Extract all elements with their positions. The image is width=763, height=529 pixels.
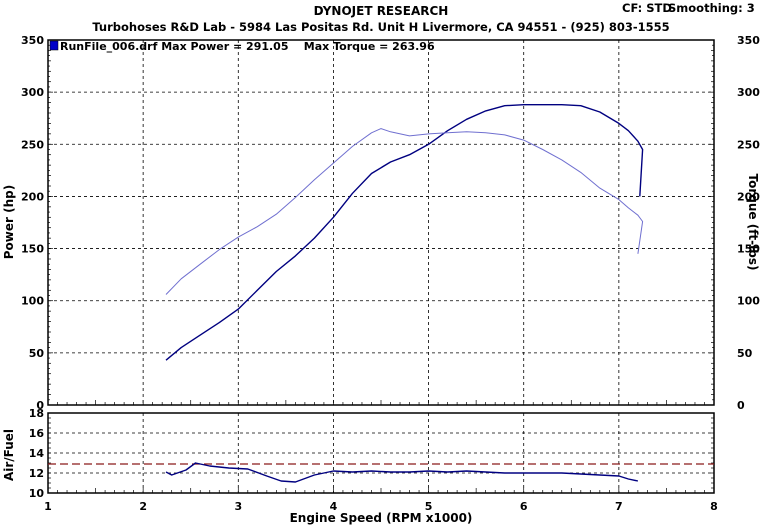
y-tick-label: 200 (21, 190, 44, 203)
y2-tick-label: 250 (737, 138, 760, 151)
y-axis-title-torque: Torque (ft-lbs) (746, 174, 760, 271)
y-axis-title-power: Power (hp) (2, 185, 16, 259)
x-tick-label: 4 (330, 500, 338, 513)
afr-tick-label: 14 (29, 447, 45, 460)
chart-subtitle: Turbohoses R&D Lab - 5984 Las Positas Rd… (92, 20, 669, 34)
y-tick-label: 100 (21, 295, 44, 308)
y-tick-label: 300 (21, 86, 44, 99)
cf-label: CF: STD (622, 1, 672, 15)
afr-line (165, 462, 639, 483)
afr-tick-label: 12 (29, 467, 44, 480)
y2-tick-label: 100 (737, 295, 760, 308)
afr-tick-label: 10 (29, 487, 45, 500)
x-tick-label: 1 (44, 500, 52, 513)
power-line (165, 103, 644, 361)
tick-labels: 1 2 3 4 5 6 7 805010015020025030035005010015020… (21, 34, 760, 513)
series-lines (48, 103, 714, 483)
y2-tick-label: 350 (737, 34, 760, 47)
x-tick-label: 2 (139, 500, 147, 513)
legend-text: RunFile_006.drf Max Power = 291.05 Max T… (60, 40, 435, 53)
afr-tick-label: 18 (29, 407, 44, 420)
y-axis-title-afr: Air/Fuel (2, 429, 16, 481)
y2-tick-label: 50 (737, 347, 753, 360)
y-tick-label: 350 (21, 34, 44, 47)
x-tick-label: 8 (710, 500, 718, 513)
x-tick-label: 5 (425, 500, 433, 513)
y-tick-label: 150 (21, 243, 44, 256)
y2-tick-label: 0 (737, 399, 745, 412)
grid-lines (48, 40, 714, 493)
x-tick-label: 7 (615, 500, 623, 513)
y2-tick-label: 150 (737, 243, 760, 256)
minor-ticks (47, 39, 715, 494)
x-axis-title: Engine Speed (RPM x1000) (290, 511, 473, 525)
y-tick-label: 0 (36, 399, 44, 412)
y2-tick-label: 300 (737, 86, 760, 99)
legend-swatch (49, 40, 59, 51)
y-tick-label: 50 (29, 347, 45, 360)
afr-tick-label: 16 (29, 427, 45, 440)
x-tick-label: 6 (520, 500, 528, 513)
chart-title: DYNOJET RESEARCH (314, 4, 449, 18)
x-tick-label: 3 (234, 500, 242, 513)
y2-tick-label: 200 (737, 190, 760, 203)
smoothing-label: Smoothing: 3 (668, 1, 755, 15)
y-tick-label: 250 (21, 138, 44, 151)
torque-line (165, 128, 644, 295)
power-plot-frame (47, 39, 715, 406)
